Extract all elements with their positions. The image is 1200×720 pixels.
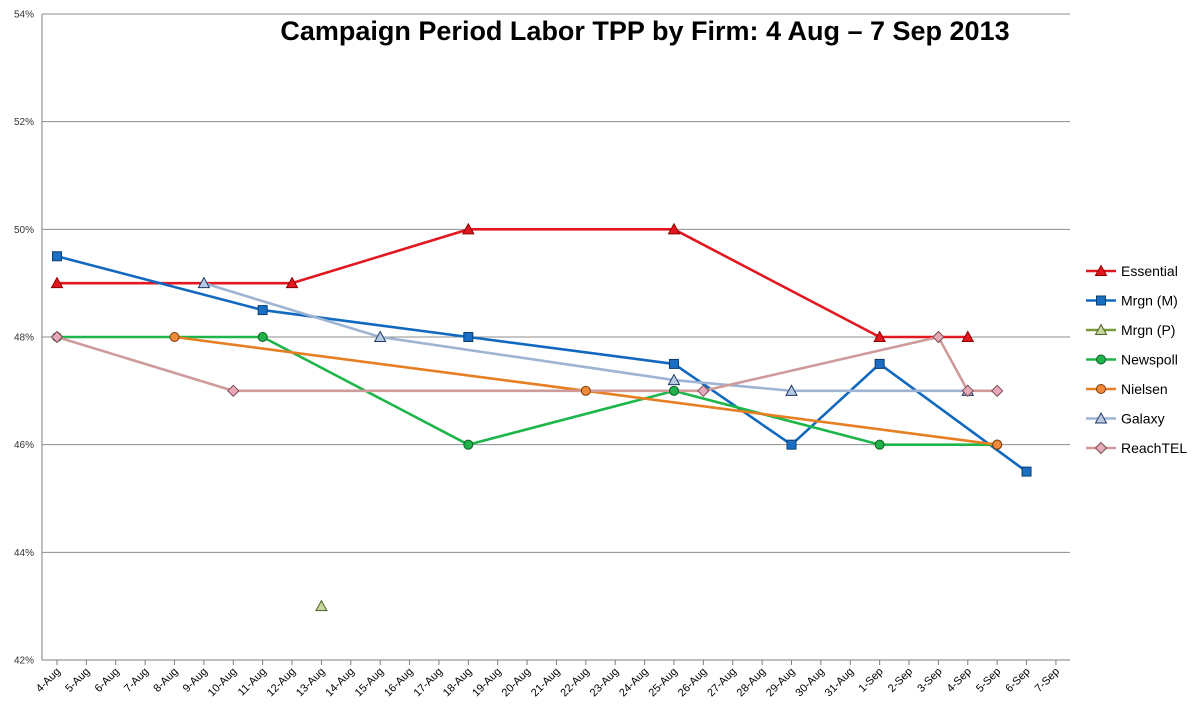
data-point-mrgn-m bbox=[668, 358, 679, 369]
x-tick-label: 31-Aug bbox=[823, 666, 857, 700]
data-point-essential bbox=[961, 330, 975, 342]
series-line-essential bbox=[57, 228, 968, 339]
legend-marker-nielsen bbox=[1096, 384, 1106, 394]
x-tick-label: 28-Aug bbox=[735, 666, 769, 700]
data-point-mrgn-m bbox=[257, 305, 268, 316]
x-tick-label: 12-Aug bbox=[265, 666, 299, 700]
legend-label-essential: Essential bbox=[1121, 263, 1178, 279]
legend-marker-newspoll bbox=[1096, 354, 1106, 365]
series-line-newspoll bbox=[57, 335, 998, 446]
data-point-mrgn-m bbox=[1021, 466, 1032, 477]
x-tick-label: 7-Aug bbox=[122, 666, 151, 695]
data-point-reachtel bbox=[961, 384, 974, 398]
legend-label-galaxy: Galaxy bbox=[1121, 411, 1165, 427]
legend-marker-reachtel bbox=[1094, 441, 1108, 455]
y-tick-label: 46% bbox=[14, 440, 34, 451]
x-tick-label: 10-Aug bbox=[206, 666, 240, 700]
x-tick-label: 22-Aug bbox=[558, 666, 592, 700]
legend-marker-mrgn-m bbox=[1096, 295, 1106, 306]
data-point-essential bbox=[50, 276, 64, 289]
series-lines bbox=[56, 228, 1028, 473]
data-point-reachtel bbox=[932, 330, 945, 344]
y-tick-label: 42% bbox=[14, 656, 34, 667]
y-tick-label: 54% bbox=[14, 10, 34, 21]
data-point-mrgn-p bbox=[315, 599, 328, 612]
data-point-mrgn-m bbox=[874, 358, 885, 369]
data-point-galaxy bbox=[373, 330, 387, 342]
data-point-newspoll bbox=[257, 332, 268, 342]
series-markers bbox=[50, 222, 1032, 612]
x-tick-label: 3-Sep bbox=[915, 666, 944, 695]
x-tick-label: 6-Aug bbox=[93, 666, 122, 695]
x-tick-label: 11-Aug bbox=[236, 666, 269, 699]
x-tick-label: 5-Aug bbox=[63, 666, 92, 695]
legend-label-mrgn-p: Mrgn (P) bbox=[1121, 322, 1175, 338]
data-point-galaxy bbox=[197, 276, 211, 289]
legend-marker-mrgn-p bbox=[1094, 323, 1108, 335]
data-point-essential bbox=[667, 222, 681, 235]
legend: Essential Mrgn (M) Mrgn (P) Newspoll Nielsen… bbox=[1086, 263, 1187, 456]
x-tick-label: 17-Aug bbox=[411, 666, 445, 700]
data-point-newspoll bbox=[668, 385, 679, 396]
y-tick-label: 44% bbox=[14, 548, 34, 559]
data-point-galaxy bbox=[667, 373, 681, 386]
chart-title: Campaign Period Labor TPP by Firm: 4 Aug… bbox=[280, 16, 1009, 46]
data-point-reachtel bbox=[697, 384, 710, 398]
data-point-mrgn-m bbox=[52, 251, 62, 262]
x-tick-label: 14-Aug bbox=[323, 666, 357, 700]
x-tick-label: 21-Aug bbox=[529, 666, 563, 700]
legend-marker-galaxy bbox=[1094, 411, 1108, 424]
x-tick-label: 6-Sep bbox=[1003, 666, 1032, 695]
data-point-newspoll bbox=[874, 439, 885, 450]
x-tick-label: 8-Aug bbox=[151, 666, 180, 695]
x-tick-label: 2-Sep bbox=[886, 666, 915, 695]
legend-label-newspoll: Newspoll bbox=[1121, 352, 1178, 368]
data-point-nielsen bbox=[992, 439, 1003, 450]
x-tick-label: 7-Sep bbox=[1033, 666, 1062, 695]
data-point-reachtel bbox=[50, 330, 64, 344]
x-tick-label: 19-Aug bbox=[470, 666, 504, 700]
data-point-mrgn-m bbox=[786, 439, 797, 450]
x-tick-label: 24-Aug bbox=[617, 666, 651, 700]
data-point-reachtel bbox=[990, 384, 1004, 398]
data-point-newspoll bbox=[463, 439, 474, 450]
data-point-nielsen bbox=[580, 385, 591, 396]
x-tick-label: 18-Aug bbox=[441, 666, 475, 700]
x-tick-label: 4-Aug bbox=[34, 666, 63, 695]
data-point-essential bbox=[873, 330, 886, 342]
data-point-essential bbox=[285, 276, 299, 289]
x-tick-label: 4-Sep bbox=[945, 666, 974, 695]
x-tick-label: 1-Sep bbox=[857, 666, 886, 695]
data-point-nielsen bbox=[169, 332, 180, 342]
legend-marker-essential bbox=[1094, 264, 1108, 276]
legend-label-reachtel: ReachTEL bbox=[1121, 440, 1187, 456]
x-tick-label: 26-Aug bbox=[676, 666, 710, 700]
x-tick-label: 27-Aug bbox=[705, 666, 739, 700]
y-tick-label: 52% bbox=[14, 117, 34, 128]
y-axis-ticks: 42% 44% 46% 48% 50% 52% 54% bbox=[14, 10, 34, 667]
x-tick-label: 25-Aug bbox=[647, 666, 681, 700]
y-tick-label: 48% bbox=[14, 333, 34, 344]
x-tick-label: 16-Aug bbox=[382, 666, 416, 700]
legend-label-nielsen: Nielsen bbox=[1121, 381, 1168, 397]
data-point-reachtel bbox=[227, 384, 240, 398]
x-tick-label: 20-Aug bbox=[500, 666, 534, 700]
x-tick-label: 23-Aug bbox=[588, 666, 622, 700]
data-point-mrgn-m bbox=[463, 332, 474, 342]
y-tick-label: 50% bbox=[14, 225, 34, 236]
legend-label-mrgn-m: Mrgn (M) bbox=[1121, 293, 1178, 309]
x-tick-label: 15-Aug bbox=[353, 666, 387, 700]
data-point-galaxy bbox=[785, 384, 798, 396]
x-axis-ticks: 4-Aug 5-Aug 6-Aug 7-Aug 8-Aug 9-Aug10-Aug11-A… bbox=[34, 660, 1062, 699]
x-tick-label: 5-Sep bbox=[974, 666, 1003, 695]
x-tick-label: 30-Aug bbox=[793, 666, 827, 700]
x-tick-label: 13-Aug bbox=[294, 666, 328, 700]
data-point-essential bbox=[461, 222, 475, 235]
x-tick-label: 29-Aug bbox=[764, 666, 798, 700]
